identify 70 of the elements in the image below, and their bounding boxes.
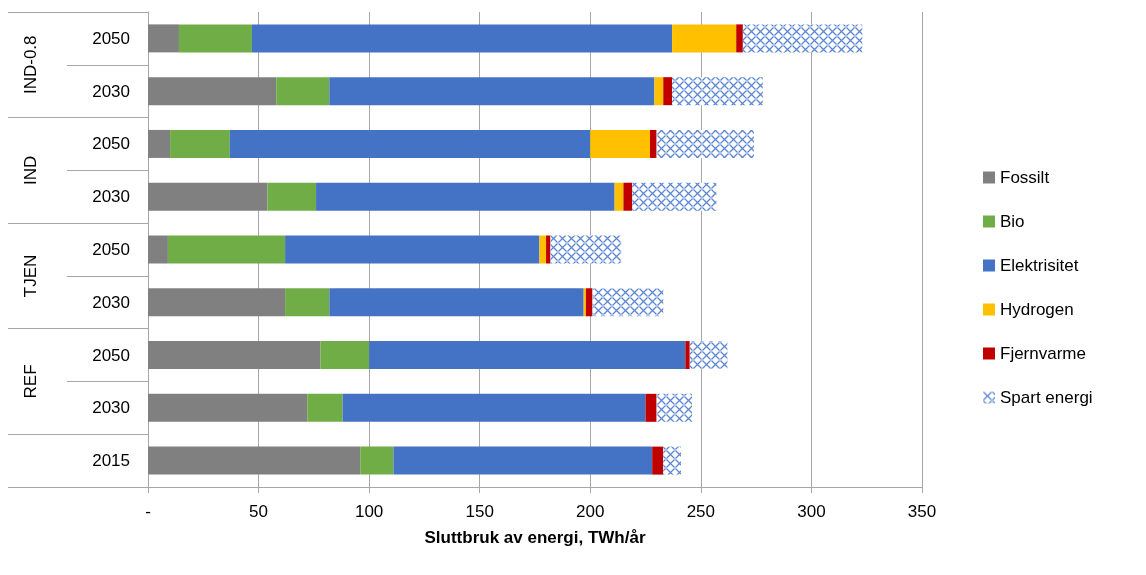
y-tick-label: 2050	[92, 345, 130, 365]
legend-label: Fjernvarme	[1000, 344, 1086, 363]
x-tick-label: 250	[686, 502, 716, 521]
text: REF	[20, 364, 40, 399]
legend-label: Elektrisitet	[1000, 256, 1079, 275]
bar	[148, 182, 268, 211]
bar	[320, 341, 370, 370]
bar	[663, 77, 673, 106]
bar	[329, 288, 584, 317]
bar	[148, 341, 321, 370]
y-tick-label: 2030	[92, 398, 130, 418]
bar	[369, 341, 686, 370]
bar	[685, 341, 690, 370]
x-tick-label: 50	[249, 502, 269, 521]
legend-label: Spart energi	[1000, 388, 1093, 407]
bar	[539, 235, 547, 264]
y-tick-label: 2050	[92, 240, 130, 259]
bar	[167, 235, 286, 264]
x-tick-label: 150	[465, 502, 494, 521]
bar	[148, 288, 286, 317]
bar	[652, 446, 664, 475]
x-axis-title: Sluttbruk av energi, TWh/år	[424, 528, 646, 547]
bar	[148, 235, 168, 264]
bar	[614, 182, 624, 211]
bar	[148, 24, 179, 53]
bar	[170, 129, 230, 158]
bar	[736, 24, 743, 53]
y-tick-label: 2030	[92, 81, 130, 101]
bar	[229, 129, 591, 158]
bar	[329, 77, 655, 106]
bar	[360, 446, 394, 475]
bar	[654, 77, 664, 106]
bar	[276, 77, 330, 106]
bar	[285, 288, 330, 317]
bar	[148, 129, 171, 158]
y-tick-label: 2050	[92, 28, 130, 48]
bar	[148, 393, 308, 422]
text: TJEN	[20, 254, 40, 298]
bar	[585, 288, 593, 317]
y-tick-label: 2030	[92, 292, 130, 312]
bar	[178, 24, 252, 53]
x-tick-label: 350	[907, 502, 937, 521]
bar	[267, 182, 317, 211]
bar	[590, 129, 650, 158]
bar	[148, 446, 361, 475]
bar	[583, 288, 586, 317]
x-tick-label: 200	[576, 502, 605, 521]
bar	[148, 77, 277, 106]
bar	[546, 235, 551, 264]
bar	[342, 393, 646, 422]
text: IND	[20, 155, 40, 185]
bar	[307, 393, 343, 422]
x-tick-label: -	[145, 502, 151, 521]
y-tick-label: 2015	[92, 451, 130, 471]
legend-label: Bio	[1000, 212, 1025, 231]
bar	[672, 24, 737, 53]
legend-label: Hydrogen	[1000, 300, 1074, 319]
text: IND-0.8	[20, 35, 40, 95]
bar	[393, 446, 653, 475]
bar	[316, 182, 615, 211]
bar	[251, 24, 673, 53]
x-tick-label: 100	[354, 502, 384, 521]
bar	[649, 129, 657, 158]
y-tick-label: 2030	[92, 187, 130, 207]
bar	[645, 393, 657, 422]
bar	[623, 182, 633, 211]
bar	[285, 235, 540, 264]
x-tick-label: 300	[797, 502, 826, 521]
y-tick-label: 2050	[92, 134, 130, 154]
legend-label: Fossilt	[1000, 168, 1050, 187]
